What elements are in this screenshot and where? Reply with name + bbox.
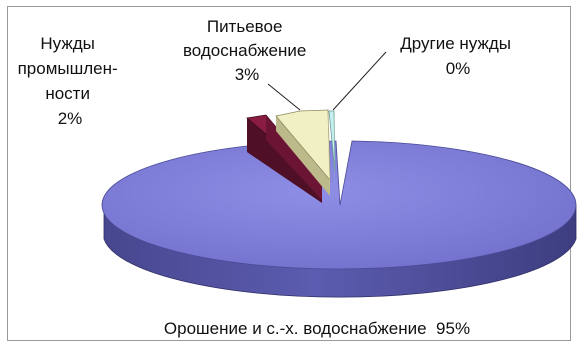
pie-slice-industry: [246, 114, 323, 203]
pie-slice-irrigation: [101, 140, 577, 270]
label-irrigation: Орошение и с.-х. водоснабжение 95%: [164, 319, 470, 338]
label-drinking: Питьевое водоснабжение 3%: [183, 17, 311, 84]
leader-line-drinking: [267, 83, 301, 111]
label-other: Другие нужды 0%: [400, 34, 515, 78]
pie-slice-drinking: [275, 109, 331, 196]
chart-frame: [7, 6, 571, 341]
pie-slice-other: [328, 110, 336, 190]
label-industry: Нужды промышлен- ности 2%: [18, 34, 123, 128]
leader-line-other: [332, 51, 387, 111]
